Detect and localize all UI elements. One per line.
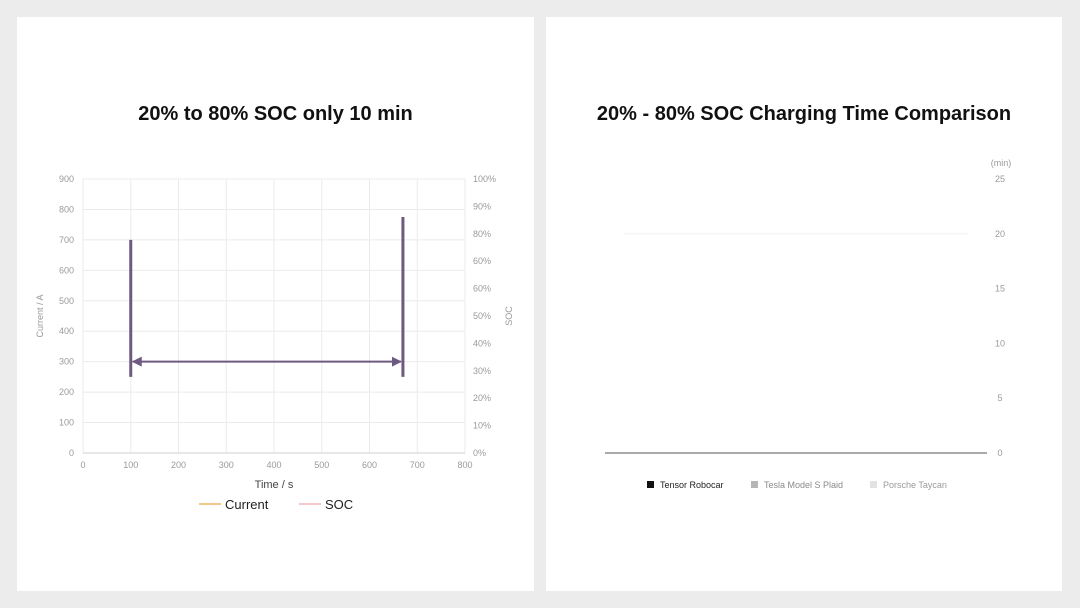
y-tick-label: 800 (59, 204, 74, 214)
y2-tick-label: 90% (473, 201, 491, 211)
y-axis-unit: (min) (991, 158, 1012, 168)
chart-title: 20% - 80% SOC Charging Time Comparison (596, 103, 1012, 125)
x-tick-label: 0 (80, 460, 85, 470)
y-tick-label: 10 (995, 338, 1005, 348)
y-tick-label: 700 (59, 235, 74, 245)
y2-tick-label: 40% (473, 338, 491, 348)
y2-tick-label: 60% (473, 284, 491, 294)
y-tick-label: 5 (997, 393, 1002, 403)
y-tick-label: 0 (997, 448, 1002, 458)
y-tick-label: 900 (59, 174, 74, 184)
legend-swatch-tensor-robocar (647, 481, 654, 488)
y2-tick-label: 20% (473, 393, 491, 403)
x-tick-label: 600 (362, 460, 377, 470)
y-tick-label: 0 (69, 448, 74, 458)
legend-swatch-porsche-taycan (870, 481, 877, 488)
legend-label-tensor-robocar: Tensor Robocar (660, 480, 724, 490)
charging-time-chart: 0 5 10 15 20 25 (min) Tensor Robocar Tesla Model… (605, 158, 1012, 490)
x-tick-label: 700 (410, 460, 425, 470)
legend-label-soc: SOC (325, 497, 353, 512)
y-tick-label: 15 (995, 284, 1005, 294)
y-tick-label: 100 (59, 418, 74, 428)
y2-tick-label: 0% (473, 448, 486, 458)
y2-tick-label: 60% (473, 256, 491, 266)
legend-swatch-tesla-model-s-plaid (751, 481, 758, 488)
y2-tick-label: 10% (473, 421, 491, 431)
x-tick-label: 200 (171, 460, 186, 470)
y2-tick-label: 80% (473, 229, 491, 239)
charging-time-chart-panel: 20% - 80% SOC Charging Time Comparison 0… (546, 17, 1062, 591)
y-tick-label: 200 (59, 387, 74, 397)
y-tick-label: 400 (59, 326, 74, 336)
y-tick-label: 25 (995, 174, 1005, 184)
y-tick-label: 600 (59, 265, 74, 275)
x-axis-title: Time / s (255, 479, 294, 491)
y2-axis-title: SOC (504, 306, 514, 326)
legend-label-current: Current (225, 497, 269, 512)
current-soc-chart-panel: 20% to 80% SOC only 10 min 0 100 200 300 400… (17, 17, 534, 591)
y2-tick-label: 30% (473, 366, 491, 376)
y2-tick-label: 50% (473, 311, 491, 321)
x-tick-label: 100 (123, 460, 138, 470)
legend-label-porsche-taycan: Porsche Taycan (883, 480, 947, 490)
y-tick-label: 300 (59, 357, 74, 367)
x-tick-label: 400 (266, 460, 281, 470)
y-axis-title: Current / A (35, 294, 45, 337)
current-soc-chart: 0 100 200 300 400 500 600 700 800 0 100 200 300 400 50… (35, 174, 514, 512)
legend-label-tesla-model-s-plaid: Tesla Model S Plaid (764, 480, 843, 490)
y-tick-label: 20 (995, 229, 1005, 239)
y-tick-label: 500 (59, 296, 74, 306)
x-tick-label: 500 (314, 460, 329, 470)
chart-title: 20% to 80% SOC only 10 min (138, 103, 413, 125)
x-tick-label: 300 (219, 460, 234, 470)
y2-tick-label: 100% (473, 174, 496, 184)
x-tick-label: 800 (457, 460, 472, 470)
